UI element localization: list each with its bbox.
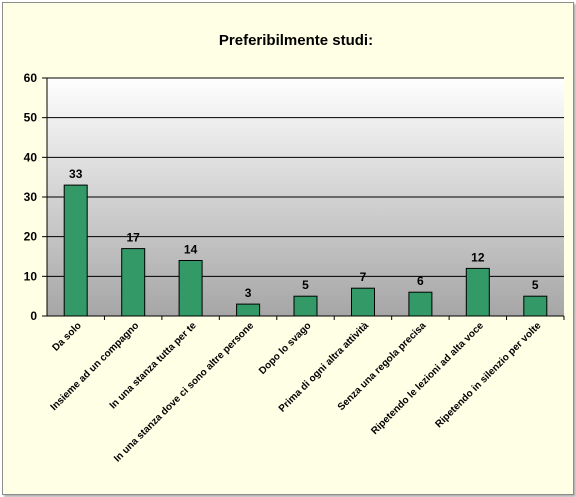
data-label: 5 <box>532 278 539 292</box>
y-tick-label: 30 <box>24 190 38 204</box>
x-tick-label: Da solo <box>51 320 84 353</box>
bar <box>236 303 261 317</box>
data-label: 5 <box>302 278 309 292</box>
bar <box>293 295 318 317</box>
data-label: 12 <box>471 250 485 264</box>
data-label: 3 <box>245 286 252 300</box>
y-tick-label: 50 <box>24 111 38 125</box>
y-tick-label: 0 <box>30 309 37 323</box>
data-label: 33 <box>69 167 83 181</box>
bar <box>408 291 433 317</box>
x-tick-label: Ripetendo le lezioni ad alta voce <box>369 320 486 437</box>
chart-title: Preferibilmente studi: <box>219 32 373 49</box>
bar <box>63 184 88 317</box>
y-tick-label: 60 <box>24 71 38 85</box>
bar <box>465 267 490 317</box>
data-label: 17 <box>126 231 140 245</box>
x-tick-label: Ripetendo in silenzio per volte <box>433 320 543 430</box>
y-tick-label: 20 <box>24 230 38 244</box>
bars <box>63 184 548 317</box>
bar <box>351 287 375 317</box>
gridlines <box>47 77 564 277</box>
bar <box>121 248 146 317</box>
axes <box>42 77 565 320</box>
data-label: 14 <box>184 242 198 256</box>
y-tick-label: 10 <box>24 269 38 283</box>
data-label: 7 <box>360 270 367 284</box>
bar <box>523 295 548 317</box>
bar <box>178 260 203 317</box>
x-tick-label: Dopo lo svago <box>257 320 314 377</box>
data-label: 6 <box>417 274 424 288</box>
y-tick-label: 40 <box>24 150 38 164</box>
